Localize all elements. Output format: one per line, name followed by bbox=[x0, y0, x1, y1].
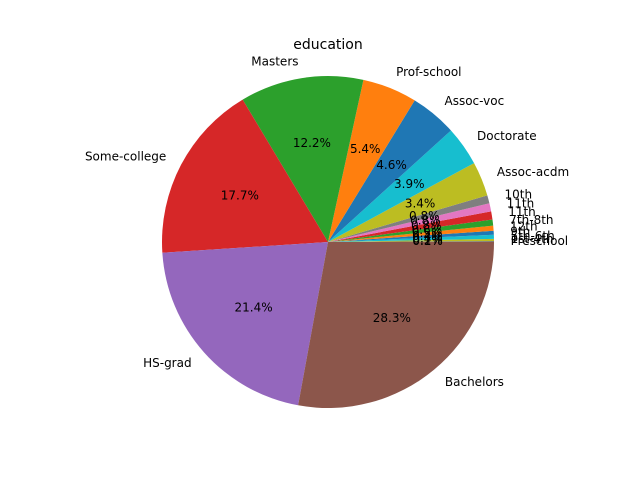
slice-percent-11th: 0.8% bbox=[410, 214, 441, 228]
pie-slice-masters bbox=[242, 76, 364, 242]
pie-slice-11th bbox=[328, 211, 493, 242]
slice-labels: Preschool1st-4th5th-6th9th12th7th-8th11t… bbox=[85, 54, 569, 389]
chart-title: education bbox=[293, 37, 362, 53]
slice-percent-labels: 0.1%0.2%0.4%0.4%0.5%0.6%0.8%0.8%0.8%3.4%… bbox=[221, 136, 443, 325]
slice-percent-assoc-acdm: 3.4% bbox=[405, 197, 436, 211]
pie-slice-some-college bbox=[161, 99, 328, 253]
slice-label-12th: 12th bbox=[510, 219, 538, 233]
pie-slice-1st-4th bbox=[328, 238, 494, 242]
slice-label-masters: Masters bbox=[251, 54, 298, 68]
slice-label-11th: 11th bbox=[507, 196, 535, 210]
pie-slice-7th-8th bbox=[328, 219, 494, 242]
pie-slice-preschool bbox=[328, 240, 495, 242]
slice-percent-some-college: 17.7% bbox=[221, 188, 259, 202]
slice-label-assoc-voc: Assoc-voc bbox=[445, 94, 505, 108]
slice-label-9th: 9th bbox=[510, 224, 530, 238]
pie-slice-assoc-acdm bbox=[328, 163, 488, 242]
slice-label-hs-grad: HS-grad bbox=[143, 356, 192, 370]
pie-slice-prof-school bbox=[328, 79, 415, 242]
slice-label-11th: 11th bbox=[508, 205, 536, 219]
slice-label-preschool: Preschool bbox=[511, 234, 569, 248]
slice-percent-hs-grad: 21.4% bbox=[235, 301, 273, 315]
slice-label-5th-6th: 5th-6th bbox=[511, 229, 555, 243]
slice-percent-prof-school: 5.4% bbox=[350, 142, 381, 156]
slice-percent-12th: 0.5% bbox=[412, 226, 443, 240]
pie-slice-10th bbox=[328, 195, 490, 242]
slice-percent-11th: 0.8% bbox=[411, 219, 442, 233]
pie-slice-12th bbox=[328, 225, 494, 242]
slice-label-prof-school: Prof-school bbox=[396, 65, 461, 79]
slice-percent-10th: 0.8% bbox=[409, 209, 440, 223]
slice-label-1st-4th: 1st-4th bbox=[511, 232, 554, 246]
slice-label-7th-8th: 7th-8th bbox=[509, 213, 553, 227]
slice-percent-doctorate: 3.9% bbox=[394, 177, 425, 191]
slice-percent-5th-6th: 0.4% bbox=[412, 231, 443, 245]
pie-slice-5th-6th bbox=[328, 234, 494, 242]
slice-percent-7th-8th: 0.6% bbox=[412, 223, 443, 237]
pie-slice-9th bbox=[328, 230, 494, 242]
pie-slices bbox=[161, 76, 495, 409]
slice-label-10th: 10th bbox=[505, 188, 533, 202]
slice-label-bachelors: Bachelors bbox=[445, 375, 504, 389]
slice-label-some-college: Some-college bbox=[85, 150, 166, 164]
pie-slice-assoc-voc bbox=[328, 100, 451, 243]
pie-slice-bachelors bbox=[298, 242, 494, 409]
slice-label-assoc-acdm: Assoc-acdm bbox=[497, 165, 569, 179]
slice-label-doctorate: Doctorate bbox=[477, 129, 537, 143]
slice-percent-bachelors: 28.3% bbox=[373, 311, 411, 325]
slice-percent-9th: 0.4% bbox=[412, 229, 443, 243]
pie-slice-hs-grad bbox=[162, 242, 328, 406]
slice-percent-masters: 12.2% bbox=[293, 136, 331, 150]
pie-slice-11th bbox=[328, 203, 492, 242]
pie-slice-doctorate bbox=[328, 130, 475, 242]
slice-percent-1st-4th: 0.2% bbox=[412, 233, 443, 247]
slice-percent-assoc-voc: 4.6% bbox=[376, 158, 407, 172]
slice-percent-preschool: 0.1% bbox=[412, 234, 443, 248]
